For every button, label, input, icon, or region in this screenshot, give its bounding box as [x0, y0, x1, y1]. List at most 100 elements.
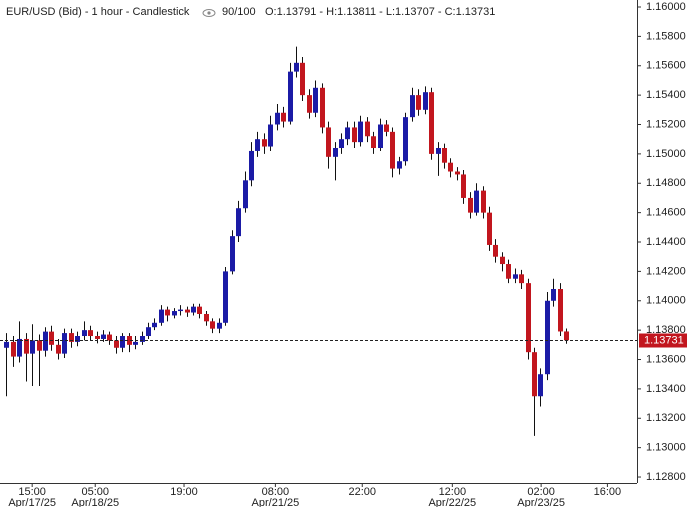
last-price-box [639, 333, 687, 348]
candle-body [564, 331, 569, 341]
candle-body [493, 244, 498, 257]
candle-body [461, 174, 466, 198]
x-tick-label: 12:00 [439, 486, 467, 498]
y-tick-label: 1.15000 [646, 148, 686, 160]
candle-body [307, 95, 312, 113]
candle-body [455, 171, 460, 175]
candle-body [365, 121, 370, 137]
candle-body [288, 71, 293, 122]
candle-body [101, 334, 106, 339]
chart-title: EUR/USD (Bid) - 1 hour - Candlestick [6, 6, 190, 18]
candle-body [423, 92, 428, 110]
candle-body [410, 95, 415, 118]
candle-body [378, 124, 383, 149]
eye-icon[interactable] [202, 9, 216, 17]
candle-body [236, 208, 241, 237]
candle-body [243, 180, 248, 209]
candle-body [62, 333, 67, 354]
candle-body [17, 338, 22, 357]
y-tick-label: 1.14200 [646, 265, 686, 277]
candle-body [159, 309, 164, 323]
candle-body [448, 162, 453, 172]
x-tick-date: Apr/22/25 [428, 497, 476, 507]
candle-body [345, 127, 350, 140]
candle-body [442, 148, 447, 163]
candle-body [429, 92, 434, 154]
candle-body [481, 190, 486, 213]
x-tick-label: 16:00 [594, 486, 622, 498]
candle-body [474, 190, 479, 213]
candle-body [532, 352, 537, 397]
candle-body [384, 124, 389, 132]
candle-body [152, 322, 157, 328]
eye-pupil [207, 11, 211, 15]
candle-body [37, 340, 42, 351]
candle-body [526, 283, 531, 353]
candle-body [500, 256, 505, 265]
candle-body [249, 150, 254, 181]
candle-body [185, 309, 190, 313]
candle-body [24, 338, 29, 354]
x-tick-date: Apr/18/25 [71, 497, 119, 507]
y-tick-label: 1.16000 [646, 1, 686, 13]
candle-body [172, 311, 177, 316]
candle-body [49, 331, 54, 345]
candle-body [339, 139, 344, 149]
candle-body [519, 274, 524, 284]
candle-body [558, 289, 563, 332]
candle-body [127, 336, 132, 345]
candle-body [43, 331, 48, 351]
candle-body [545, 300, 550, 375]
candle-body [436, 148, 441, 154]
candle-body [371, 136, 376, 149]
ohlc-label: O:1.13791 - H:1.13811 - L:1.13707 - C:1.… [265, 6, 495, 18]
candle-body [88, 330, 93, 337]
x-tick-date: Apr/21/25 [252, 497, 300, 507]
candle-body [165, 309, 170, 316]
candle-body [551, 289, 556, 301]
candle-body [11, 341, 16, 357]
candle-body [416, 95, 421, 110]
y-tick-label: 1.14600 [646, 207, 686, 219]
candle-body [230, 236, 235, 272]
x-tick-label: 05:00 [81, 486, 109, 498]
candle-body [403, 117, 408, 162]
y-tick-label: 1.12800 [646, 471, 686, 483]
candle-body [294, 62, 299, 72]
candle-body [133, 341, 138, 345]
candle-body [255, 139, 260, 151]
candle-body [197, 306, 202, 314]
candle-body [275, 112, 280, 125]
candle-body [390, 131, 395, 169]
x-tick-label: 15:00 [18, 486, 46, 498]
candle-body [313, 87, 318, 113]
y-tick-label: 1.15800 [646, 30, 686, 42]
candle-body [223, 271, 228, 323]
candle-body [217, 322, 222, 329]
candle-body [513, 274, 518, 279]
candle-body [538, 374, 543, 397]
candle-body [191, 306, 196, 313]
x-tick-date: Apr/23/25 [517, 497, 565, 507]
y-tick-label: 1.13400 [646, 383, 686, 395]
candle-body [333, 148, 338, 157]
y-tick-label: 1.15400 [646, 89, 686, 101]
candle-body [352, 127, 357, 143]
candle-body [75, 336, 80, 342]
candle-body [69, 333, 74, 342]
candle-body [140, 336, 145, 342]
x-tick-label: 22:00 [348, 486, 376, 498]
x-tick-date: Apr/17/25 [8, 497, 56, 507]
candle-body [4, 341, 9, 348]
candle-body [320, 87, 325, 128]
candle-body [107, 334, 112, 341]
candle-body [326, 127, 331, 157]
candle-body [397, 161, 402, 169]
candle-body [56, 344, 61, 354]
y-tick-label: 1.13600 [646, 353, 686, 365]
last-price-label: 1.13731 [644, 334, 684, 346]
candle-body [487, 212, 492, 245]
y-tick-label: 1.13000 [646, 442, 686, 454]
